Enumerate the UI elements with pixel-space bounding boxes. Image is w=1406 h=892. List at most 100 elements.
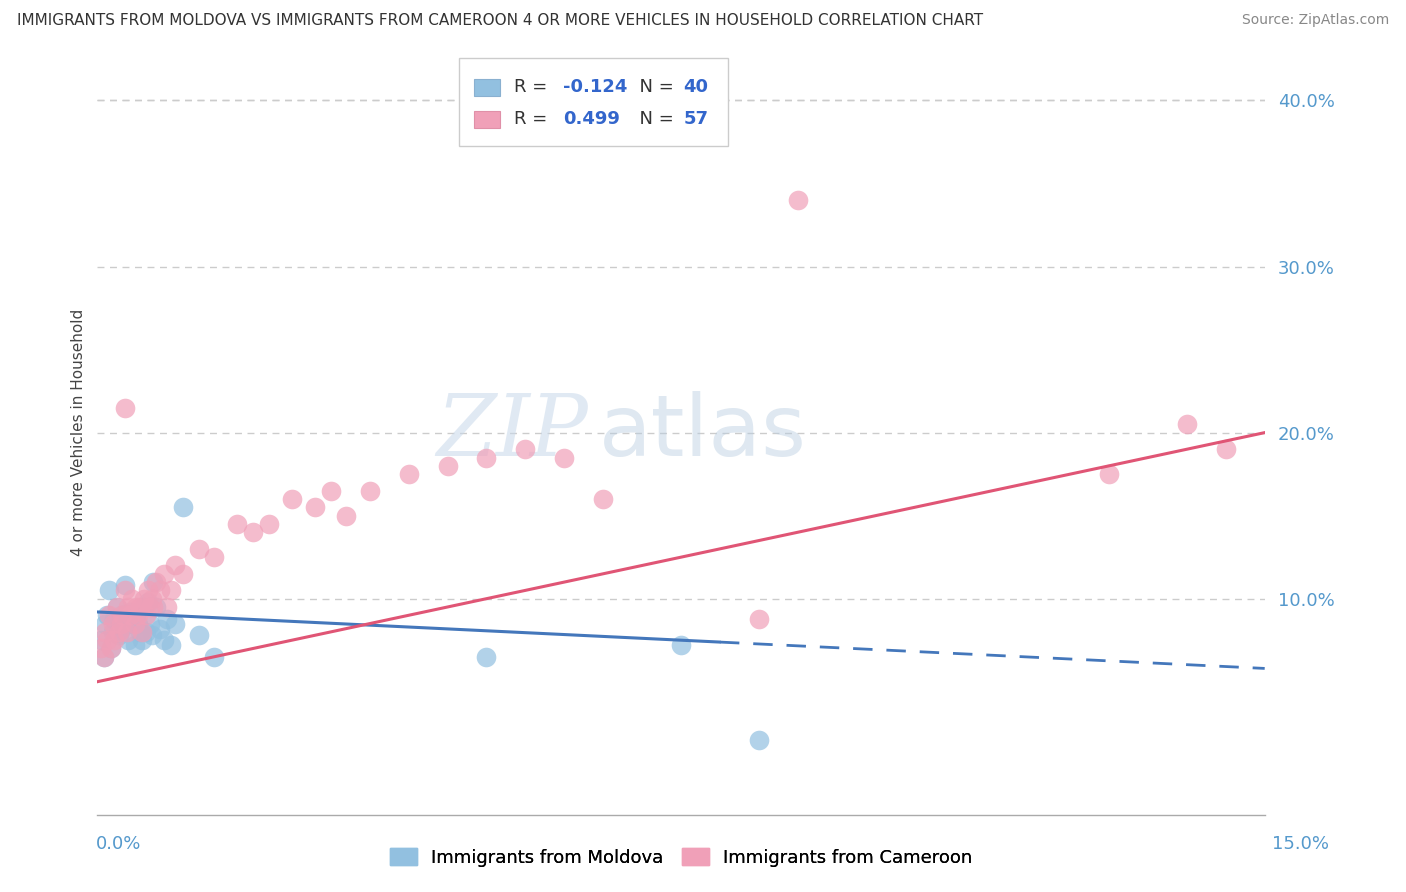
- Point: [149, 583, 172, 598]
- Point: [136, 595, 159, 609]
- Point: [226, 516, 249, 531]
- FancyBboxPatch shape: [474, 79, 501, 95]
- Point: [110, 622, 132, 636]
- Point: [125, 608, 148, 623]
- Point: [398, 467, 420, 482]
- Point: [139, 616, 162, 631]
- FancyBboxPatch shape: [460, 58, 728, 146]
- Point: [436, 458, 458, 473]
- Text: 40: 40: [683, 78, 709, 96]
- Point: [202, 649, 225, 664]
- Text: 15.0%: 15.0%: [1271, 835, 1329, 853]
- Point: [117, 599, 139, 614]
- Point: [136, 583, 159, 598]
- Point: [124, 638, 146, 652]
- Point: [515, 442, 537, 457]
- Point: [114, 583, 136, 598]
- Point: [101, 624, 124, 639]
- Point: [135, 624, 157, 639]
- Point: [1215, 442, 1237, 457]
- Point: [242, 525, 264, 540]
- Point: [105, 599, 128, 614]
- Text: ZIP: ZIP: [436, 392, 588, 474]
- Point: [98, 608, 121, 623]
- Point: [475, 649, 498, 664]
- Point: [125, 599, 148, 614]
- Point: [145, 575, 167, 590]
- Point: [165, 616, 187, 631]
- Point: [304, 500, 326, 515]
- Point: [121, 591, 143, 606]
- Point: [748, 732, 770, 747]
- Point: [124, 616, 146, 631]
- Point: [131, 624, 153, 639]
- Point: [149, 622, 172, 636]
- FancyBboxPatch shape: [474, 111, 501, 128]
- Point: [111, 608, 134, 623]
- Text: 57: 57: [683, 111, 709, 128]
- Point: [139, 599, 162, 614]
- Point: [103, 633, 125, 648]
- Point: [127, 616, 149, 631]
- Point: [142, 575, 165, 590]
- Text: R =: R =: [515, 111, 553, 128]
- Point: [172, 566, 194, 581]
- Point: [96, 633, 118, 648]
- Point: [1098, 467, 1121, 482]
- Text: Source: ZipAtlas.com: Source: ZipAtlas.com: [1241, 13, 1389, 28]
- Point: [141, 628, 163, 642]
- Point: [114, 578, 136, 592]
- Text: atlas: atlas: [599, 391, 807, 475]
- Point: [110, 616, 132, 631]
- Point: [129, 624, 152, 639]
- Point: [132, 599, 155, 614]
- Point: [101, 616, 124, 631]
- Point: [187, 541, 209, 556]
- Point: [141, 591, 163, 606]
- Point: [93, 649, 115, 664]
- Point: [160, 638, 183, 652]
- Point: [135, 608, 157, 623]
- Point: [105, 599, 128, 614]
- Point: [118, 608, 141, 623]
- Point: [115, 616, 138, 631]
- Point: [127, 608, 149, 623]
- Point: [156, 599, 179, 614]
- Text: R =: R =: [515, 78, 553, 96]
- Point: [748, 612, 770, 626]
- Point: [145, 599, 167, 614]
- Point: [553, 450, 575, 465]
- Point: [121, 612, 143, 626]
- Point: [786, 193, 808, 207]
- Point: [132, 591, 155, 606]
- Point: [129, 599, 152, 614]
- Point: [90, 641, 112, 656]
- Point: [93, 649, 115, 664]
- Point: [475, 450, 498, 465]
- Text: N =: N =: [628, 78, 681, 96]
- Text: N =: N =: [628, 111, 681, 128]
- Text: 0.0%: 0.0%: [96, 835, 141, 853]
- Point: [202, 550, 225, 565]
- Point: [165, 558, 187, 573]
- Point: [319, 483, 342, 498]
- Point: [257, 516, 280, 531]
- Text: IMMIGRANTS FROM MOLDOVA VS IMMIGRANTS FROM CAMEROON 4 OR MORE VEHICLES IN HOUSEH: IMMIGRANTS FROM MOLDOVA VS IMMIGRANTS FR…: [17, 13, 983, 29]
- Point: [94, 616, 117, 631]
- Point: [592, 491, 614, 506]
- Point: [359, 483, 381, 498]
- Point: [98, 583, 121, 598]
- Point: [156, 612, 179, 626]
- Legend: Immigrants from Moldova, Immigrants from Cameroon: Immigrants from Moldova, Immigrants from…: [389, 848, 973, 867]
- Point: [160, 583, 183, 598]
- Point: [1175, 417, 1198, 432]
- Text: 0.499: 0.499: [564, 111, 620, 128]
- Point: [114, 401, 136, 415]
- Point: [172, 500, 194, 515]
- Point: [117, 633, 139, 648]
- Point: [96, 608, 118, 623]
- Point: [281, 491, 304, 506]
- Point: [90, 633, 112, 648]
- Point: [152, 566, 174, 581]
- Point: [142, 599, 165, 614]
